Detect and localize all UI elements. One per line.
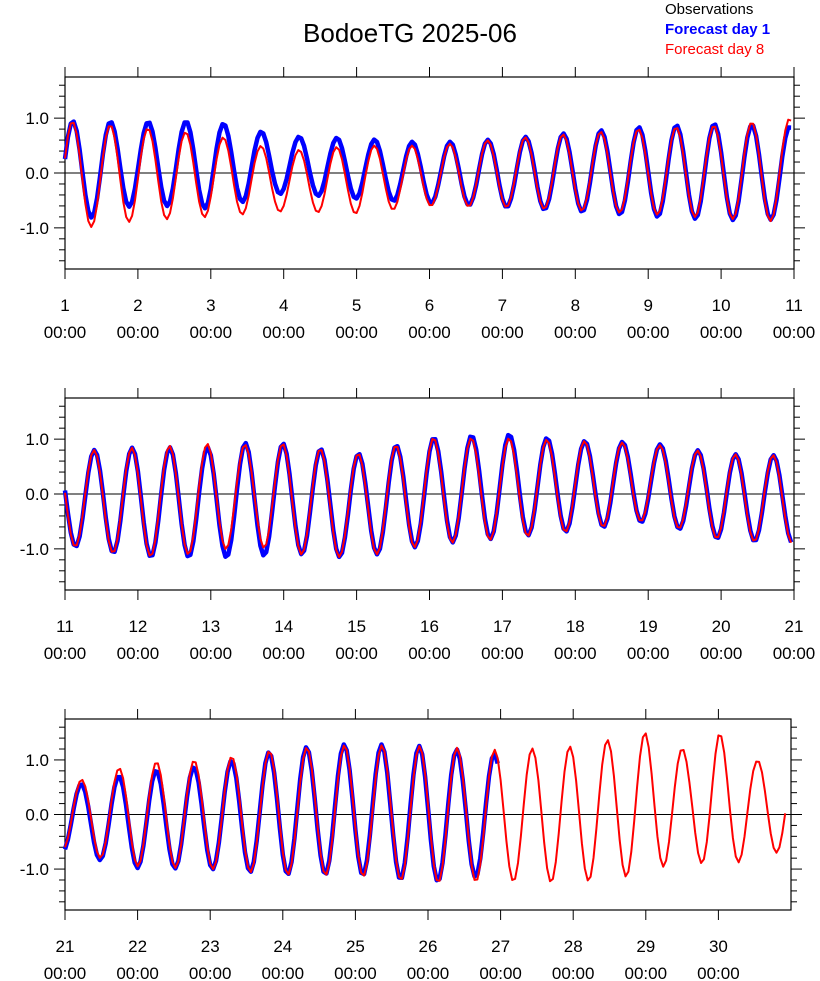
- x-tick-label-day: 11: [56, 617, 74, 636]
- x-tick-label-day: 29: [636, 937, 655, 956]
- x-tick-label-time: 00:00: [481, 323, 524, 342]
- chart-panel-3: -1.0 0.0 1.0 21 00:00 22 00:00 23 00:00 24 00:00 25…: [20, 709, 802, 981]
- x-tick-label-day: 26: [419, 937, 438, 956]
- x-tick-label-day: 10: [712, 296, 731, 315]
- x-tick-label-day: 3: [206, 296, 215, 315]
- x-tick-label-day: 23: [201, 937, 220, 956]
- x-tick-label-day: 14: [274, 617, 293, 636]
- y-tick-label: -1.0: [20, 860, 49, 879]
- y-tick-label: -1.0: [20, 219, 49, 238]
- x-tick-label-time: 00:00: [190, 323, 233, 342]
- x-tick-label-day: 12: [128, 617, 147, 636]
- x-tick-label-time: 00:00: [335, 644, 378, 663]
- x-tick-label-day: 19: [639, 617, 658, 636]
- x-tick-label-time: 00:00: [117, 323, 160, 342]
- y-tick-label: 0.0: [25, 806, 49, 825]
- x-tick-label-time: 00:00: [554, 323, 597, 342]
- x-tick-label-time: 00:00: [552, 964, 595, 981]
- x-tick-label-day: 18: [566, 617, 585, 636]
- chart-panel-2: -1.0 0.0 1.0 11 00:00 12 00:00 13 00:00 14 00:00 15…: [20, 388, 816, 663]
- x-tick-label-day: 28: [564, 937, 583, 956]
- x-tick-label-time: 00:00: [627, 323, 670, 342]
- y-tick-label: 0.0: [25, 164, 49, 183]
- x-tick-label-time: 00:00: [625, 964, 668, 981]
- x-tick-label-time: 00:00: [554, 644, 597, 663]
- x-tick-label-day: 30: [709, 937, 728, 956]
- x-tick-label-day: 21: [785, 617, 804, 636]
- y-tick-label: 1.0: [25, 430, 49, 449]
- x-tick-label-day: 2: [133, 296, 142, 315]
- x-tick-label-day: 8: [571, 296, 580, 315]
- series-forecast-day-8: [64, 118, 792, 228]
- x-tick-label-time: 00:00: [334, 964, 377, 981]
- x-tick-label-time: 00:00: [408, 323, 451, 342]
- x-tick-label-time: 00:00: [627, 644, 670, 663]
- x-tick-label-time: 00:00: [190, 644, 233, 663]
- series-forecast-day-8: [64, 437, 793, 558]
- chart-title: BodoeTG 2025-06: [303, 18, 517, 48]
- x-tick-label-day: 17: [493, 617, 512, 636]
- x-tick-label-day: 6: [425, 296, 434, 315]
- x-tick-label-day: 27: [491, 937, 510, 956]
- x-tick-label-time: 00:00: [479, 964, 522, 981]
- x-tick-label-day: 21: [56, 937, 75, 956]
- x-tick-label-day: 11: [785, 296, 803, 315]
- y-tick-label: -1.0: [20, 540, 49, 559]
- y-tick-label: 1.0: [25, 751, 49, 770]
- legend-item-forecast-day-1: Forecast day 1: [665, 21, 770, 38]
- x-tick-label-day: 22: [128, 937, 147, 956]
- x-tick-label-day: 15: [347, 617, 366, 636]
- x-tick-label-time: 00:00: [262, 644, 305, 663]
- series-forecast-day-8: [64, 732, 787, 883]
- x-tick-label-day: 9: [643, 296, 652, 315]
- x-tick-label-time: 00:00: [44, 323, 87, 342]
- x-tick-label-day: 7: [498, 296, 507, 315]
- x-tick-label-day: 1: [60, 296, 69, 315]
- x-tick-label-time: 00:00: [697, 964, 740, 981]
- panels: -1.0 0.0 1.0 1 00:00 2 00:00 3 00:00 4 00:00 5 00:00…: [20, 67, 816, 981]
- x-tick-label-day: 4: [279, 296, 288, 315]
- x-tick-label-time: 00:00: [700, 323, 743, 342]
- x-tick-label-time: 00:00: [262, 323, 305, 342]
- x-tick-label-time: 00:00: [335, 323, 378, 342]
- x-tick-label-day: 25: [346, 937, 365, 956]
- x-tick-label-time: 00:00: [116, 964, 159, 981]
- x-tick-label-time: 00:00: [44, 644, 87, 663]
- x-tick-label-time: 00:00: [262, 964, 305, 981]
- x-tick-label-time: 00:00: [481, 644, 524, 663]
- x-tick-label-day: 20: [712, 617, 731, 636]
- x-tick-label-time: 00:00: [117, 644, 160, 663]
- legend: Observations Forecast day 1 Forecast day…: [665, 1, 770, 58]
- x-tick-label-time: 00:00: [700, 644, 743, 663]
- x-tick-label-time: 00:00: [773, 323, 816, 342]
- y-tick-label: 0.0: [25, 485, 49, 504]
- chart-panel-1: -1.0 0.0 1.0 1 00:00 2 00:00 3 00:00 4 00:00 5 00:00…: [20, 67, 816, 342]
- x-tick-label-time: 00:00: [408, 644, 451, 663]
- x-tick-label-day: 16: [420, 617, 439, 636]
- x-tick-label-time: 00:00: [407, 964, 450, 981]
- legend-item-forecast-day-8: Forecast day 8: [665, 41, 764, 58]
- x-tick-label-time: 00:00: [773, 644, 816, 663]
- y-tick-label: 1.0: [25, 109, 49, 128]
- legend-item-observations: Observations: [665, 1, 753, 18]
- series-forecast-day-1: [62, 119, 792, 223]
- x-tick-label-day: 24: [273, 937, 292, 956]
- x-tick-label-time: 00:00: [189, 964, 232, 981]
- x-tick-label-time: 00:00: [44, 964, 87, 981]
- x-tick-label-day: 5: [352, 296, 361, 315]
- x-tick-label-day: 13: [201, 617, 220, 636]
